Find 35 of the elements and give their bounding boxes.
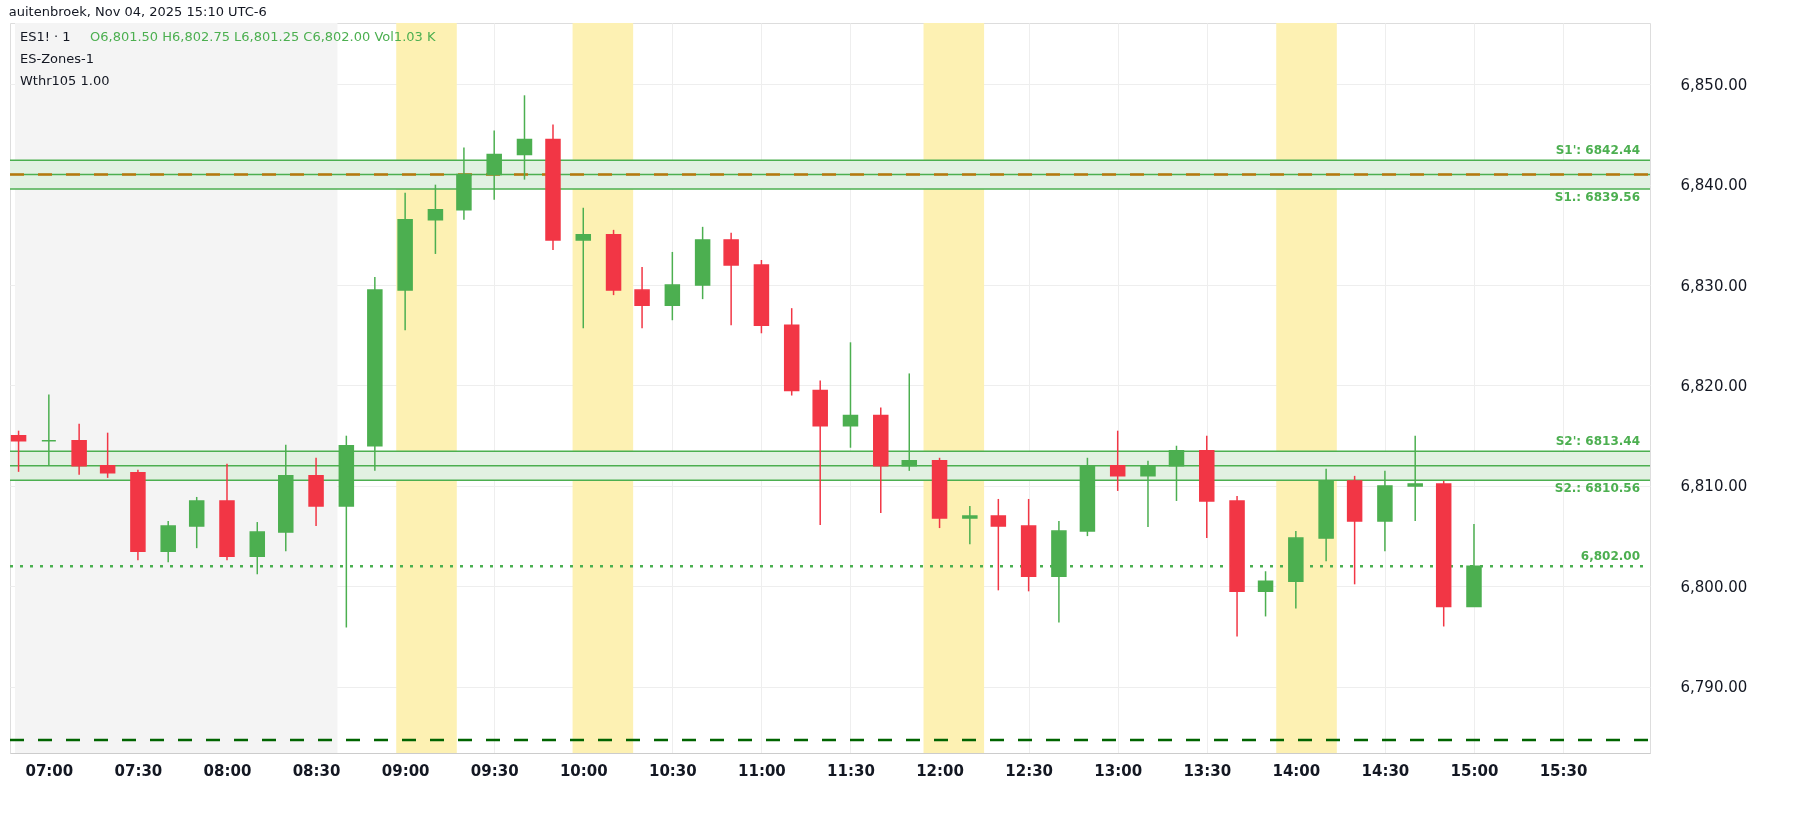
x-tick-label: 12:00 [916,761,964,780]
x-tick-label: 09:00 [381,761,430,780]
x-tick-label: 15:30 [1539,761,1588,780]
text: ES1! · 1 [20,29,71,44]
ref-line-label: S1.: 6839.56 [1554,190,1640,205]
x-tick-label: 11:30 [827,761,875,780]
annotation: Wthr105 1.00 [20,73,110,88]
ref-line-label: 6,802.00 [1580,549,1640,564]
x-tick-label: 07:30 [114,761,163,780]
text: O6,801.50 H6,802.75 L6,801.25 C6,802.00 Vol1.03 K [90,29,436,44]
x-tick-label: 14:30 [1361,761,1410,780]
ref-line-label: S1': 6842.44 [1555,143,1640,158]
x-tick-label: 10:30 [648,761,697,780]
text: auitenbroek, Nov 04, 2025 15:10 UTC-6 [8,4,267,19]
x-tick-label: 13:00 [1094,761,1143,780]
x-tick-label: 08:30 [292,761,341,780]
x-tick-label: 15:00 [1450,761,1499,780]
x-tick-label: 12:30 [1005,761,1053,780]
y-tick-label: 6,830.00 [1680,276,1748,295]
ref-line-label: S2.: 6810.56 [1554,481,1640,496]
annotation: ES-Zones-1 [20,51,94,66]
ref-line-label: S2': 6813.44 [1555,434,1640,449]
y-tick-label: 6,820.00 [1680,376,1748,395]
y-tick-label: 6,800.00 [1680,577,1748,596]
x-tick-label: 07:00 [25,761,74,780]
x-tick-label: 09:30 [470,761,519,780]
y-tick-label: 6,850.00 [1680,75,1748,94]
x-tick-label: 11:00 [738,761,786,780]
x-tick-label: 13:30 [1183,761,1232,780]
y-tick-label: 6,790.00 [1680,678,1748,697]
x-tick-label: 08:00 [203,761,252,780]
x-tick-label: 14:00 [1272,761,1321,780]
y-tick-label: 6,840.00 [1680,176,1748,195]
x-tick-label: 10:00 [559,761,608,780]
y-tick-label: 6,810.00 [1680,477,1748,496]
